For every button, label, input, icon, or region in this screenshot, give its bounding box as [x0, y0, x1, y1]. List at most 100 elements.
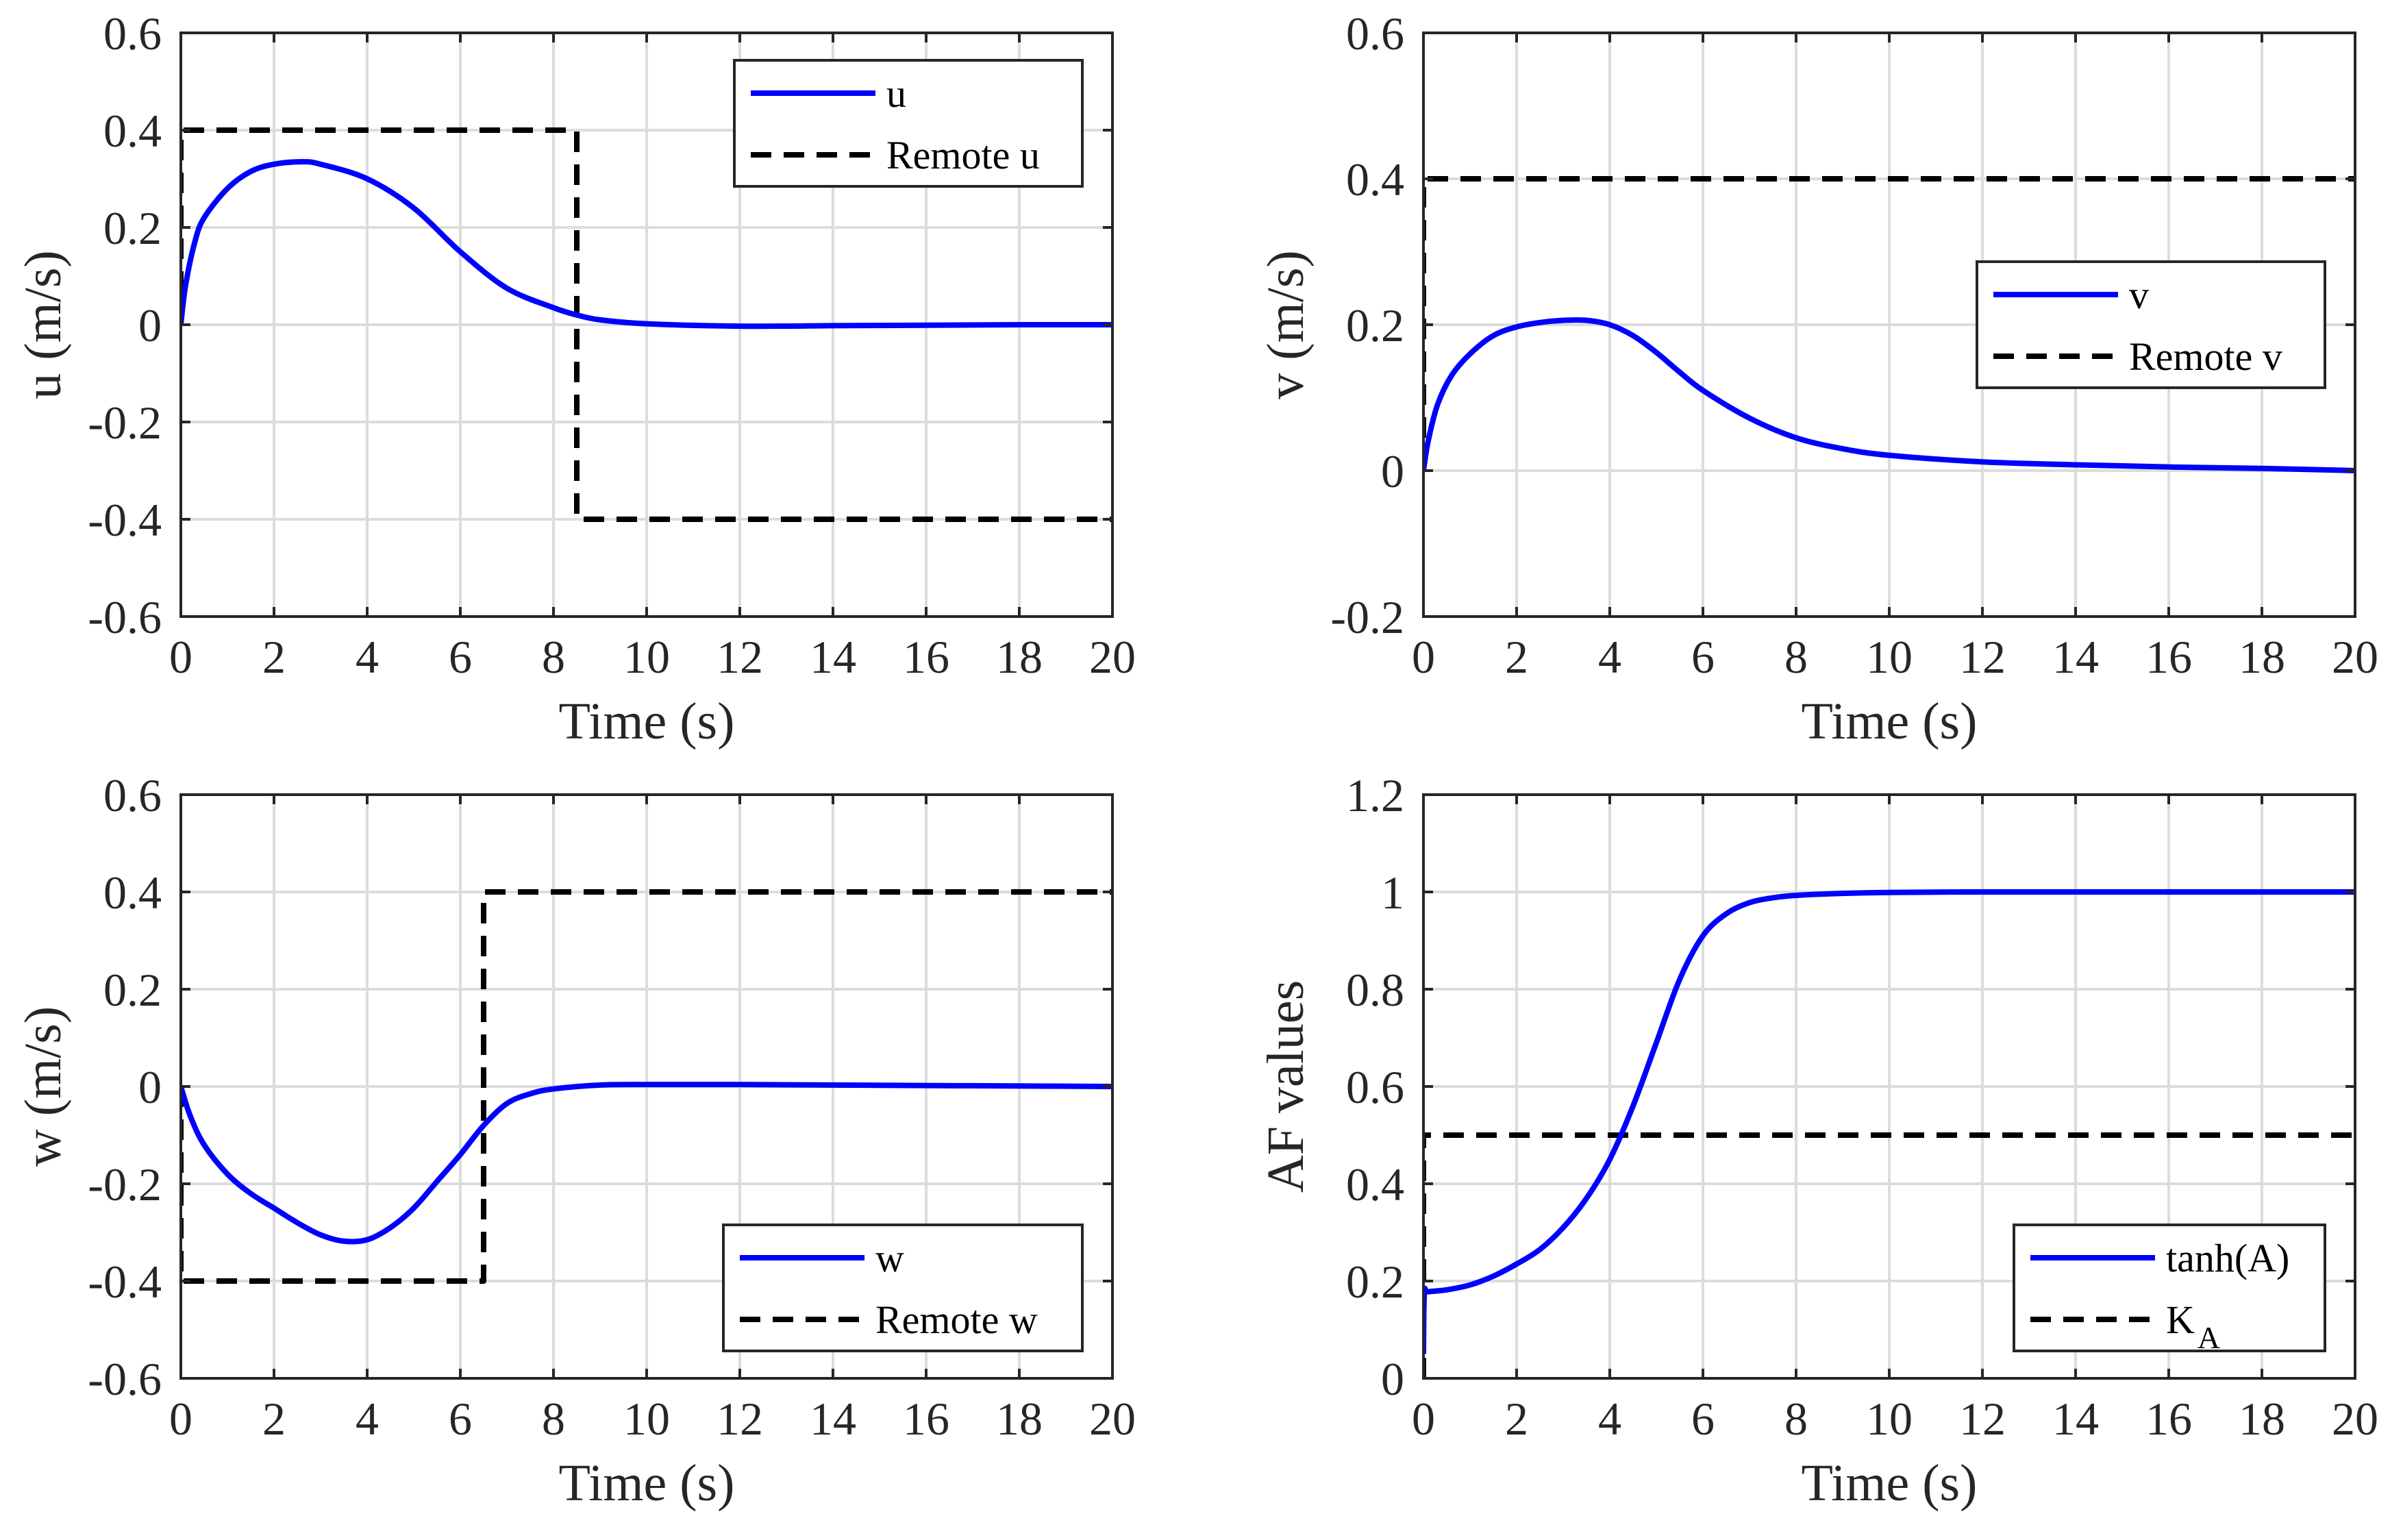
x-tick-label: 8: [542, 1393, 565, 1445]
legend-box: [733, 59, 1084, 188]
y-tick-label: 0.4: [103, 105, 162, 157]
legend-label: Remote w: [875, 1297, 1038, 1342]
y-tick-label: 0.8: [1346, 964, 1404, 1016]
x-tick-label: 16: [903, 1393, 949, 1445]
x-tick-label: 10: [1866, 1393, 1913, 1445]
y-tick-label: 0: [138, 299, 162, 351]
y-tick-label: -0.4: [88, 494, 162, 546]
chart-w: 0 2 4 6 8 10 12 14 16 18 20 -0.6 -0.4 -0.2 0 0.2 0.4 0.6 T…: [14, 769, 1136, 1512]
plot-area: [1423, 176, 2355, 473]
x-tick-label: 6: [449, 1393, 472, 1445]
legend-label: v: [2129, 273, 2149, 317]
legend-box: [1976, 260, 2326, 389]
x-tick-label: 20: [1089, 631, 1136, 683]
y-tick-label: 0.2: [1346, 1256, 1404, 1308]
y-tick-label: 1.2: [1346, 769, 1404, 821]
y-tick-label: -0.2: [88, 397, 162, 449]
plot-area: [181, 889, 1112, 1284]
y-tick-label: 0.4: [1346, 153, 1404, 206]
y-axis-label: w (m/s): [14, 1006, 72, 1167]
series-w: [181, 1082, 1112, 1245]
y-tick-label: 0: [1381, 1353, 1404, 1405]
legend-label: tanh(A): [2166, 1236, 2289, 1280]
legend: tanh(A)KA: [2013, 1224, 2326, 1355]
x-tick-label: 10: [623, 1393, 670, 1445]
legend-box: [2013, 1224, 2326, 1352]
y-tick-label: 1: [1381, 867, 1404, 919]
x-tick-label: 14: [810, 1393, 856, 1445]
x-tick-label: 0: [169, 1393, 192, 1445]
x-tick-label: 14: [2052, 631, 2099, 683]
plot-area: [1423, 889, 2355, 1378]
x-tick-label: 20: [2332, 1393, 2378, 1445]
x-tick-label: 16: [903, 631, 949, 683]
y-tick-label: -0.6: [88, 1353, 162, 1405]
x-tick-label: 4: [1598, 1393, 1621, 1445]
x-tick-label: 2: [1505, 1393, 1528, 1445]
x-tick-label: 18: [2239, 631, 2285, 683]
x-tick-label: 14: [2052, 1393, 2099, 1445]
x-tick-label: 12: [717, 1393, 763, 1445]
series-remote-w: [181, 889, 1112, 1284]
x-tick-label: 6: [1691, 631, 1715, 683]
legend-label: u: [886, 71, 906, 116]
x-tick-label: 4: [356, 1393, 379, 1445]
x-axis-label: Time (s): [1802, 1454, 1978, 1512]
x-tick-label: 2: [262, 1393, 286, 1445]
x-tick-label: 8: [1784, 1393, 1808, 1445]
y-axis-label: v (m/s): [1257, 250, 1315, 399]
x-tick-label: 12: [1959, 631, 2006, 683]
x-tick-label: 16: [2145, 631, 2192, 683]
legend-box: [722, 1224, 1084, 1352]
x-tick-label: 14: [810, 631, 856, 683]
x-tick-label: 18: [2239, 1393, 2285, 1445]
series-remote-u: [181, 127, 1112, 522]
y-tick-label: 0.6: [103, 8, 162, 60]
x-tick-label: 16: [2145, 1393, 2192, 1445]
x-tick-label: 0: [1412, 1393, 1435, 1445]
x-tick-label: 18: [996, 1393, 1043, 1445]
x-tick-label: 8: [542, 631, 565, 683]
y-tick-label: -0.6: [88, 591, 162, 643]
legend-label: Remote v: [2129, 334, 2282, 379]
y-tick-label: 0.6: [1346, 1061, 1404, 1113]
x-tick-label: 4: [1598, 631, 1621, 683]
x-tick-label: 10: [623, 631, 670, 683]
y-tick-label: 0.4: [1346, 1158, 1404, 1210]
x-tick-label: 0: [1412, 631, 1435, 683]
chart-af: 0 2 4 6 8 10 12 14 16 18 20 0 0.2 0.4 0.6 0.8 1 1.2 Time (…: [1257, 769, 2378, 1512]
y-tick-label: -0.2: [1330, 591, 1404, 643]
x-tick-label: 6: [449, 631, 472, 683]
chart-u: 0 2 4 6 8 10 12 14 16 18 20 -0.6 -0.4 -0.2 0 0.2 0.4 0.6 T…: [14, 8, 1136, 750]
x-tick-label: 2: [262, 631, 286, 683]
legend: u Remote u: [733, 59, 1084, 188]
x-tick-label: 20: [2332, 631, 2378, 683]
legend-label-subscript: A: [2198, 1320, 2220, 1355]
x-tick-label: 18: [996, 631, 1043, 683]
y-tick-label: 0: [138, 1061, 162, 1113]
legend-label: Remote u: [886, 133, 1040, 177]
y-tick-label: 0.2: [103, 202, 162, 254]
y-tick-label: 0: [1381, 445, 1404, 497]
y-tick-label: 0.4: [103, 867, 162, 919]
y-tick-label: 0.2: [103, 964, 162, 1016]
series-k-a: [1423, 1132, 2355, 1378]
y-tick-label: -0.4: [88, 1256, 162, 1308]
x-tick-label: 6: [1691, 1393, 1715, 1445]
x-tick-label: 2: [1505, 631, 1528, 683]
x-axis-label: Time (s): [559, 693, 735, 750]
x-tick-label: 10: [1866, 631, 1913, 683]
y-tick-label: 0.2: [1346, 299, 1404, 351]
x-axis-label: Time (s): [559, 1454, 735, 1512]
y-tick-label: 0.6: [103, 769, 162, 821]
series-u: [181, 159, 1112, 330]
y-tick-label: 0.6: [1346, 8, 1404, 60]
y-axis-label: AF values: [1257, 980, 1315, 1193]
legend-label: w: [875, 1236, 904, 1280]
x-tick-label: 12: [1959, 1393, 2006, 1445]
legend: v Remote v: [1976, 260, 2326, 389]
x-tick-label: 8: [1784, 631, 1808, 683]
x-tick-label: 12: [717, 631, 763, 683]
